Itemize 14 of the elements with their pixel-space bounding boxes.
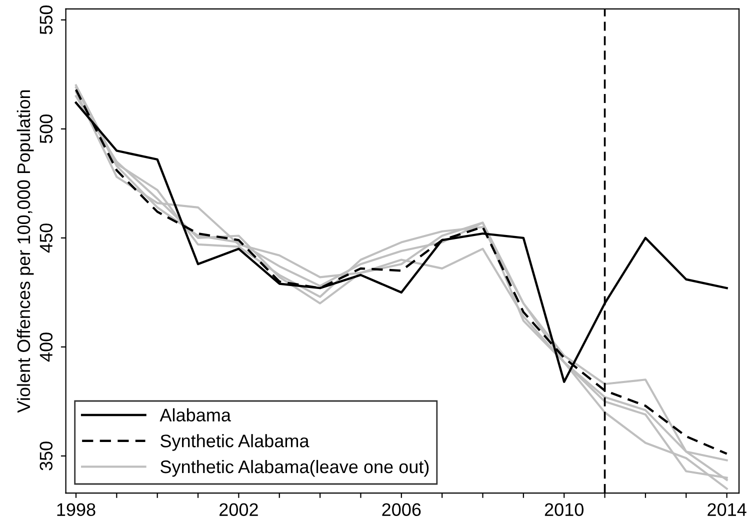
x-tick-label: 2014 bbox=[708, 503, 746, 516]
y-axis-title: Violent Offences per 100,000 Population bbox=[16, 90, 34, 413]
y-tick-label: 350 bbox=[40, 442, 53, 470]
y-tick-label: 500 bbox=[40, 114, 53, 144]
legend-label: Synthetic Alabama(leave one out) bbox=[160, 460, 429, 477]
y-tick-label: 450 bbox=[40, 224, 53, 253]
x-tick-label: 1998 bbox=[57, 503, 96, 516]
x-tick-label: 2010 bbox=[544, 503, 584, 516]
legend-label: Synthetic Alabama bbox=[160, 434, 310, 451]
y-tick-label: 550 bbox=[40, 6, 53, 34]
x-tick-label: 2002 bbox=[220, 503, 258, 516]
x-tick-label: 2006 bbox=[382, 503, 421, 516]
y-tick-label: 400 bbox=[40, 332, 53, 362]
legend-label: Alabama bbox=[160, 408, 231, 422]
